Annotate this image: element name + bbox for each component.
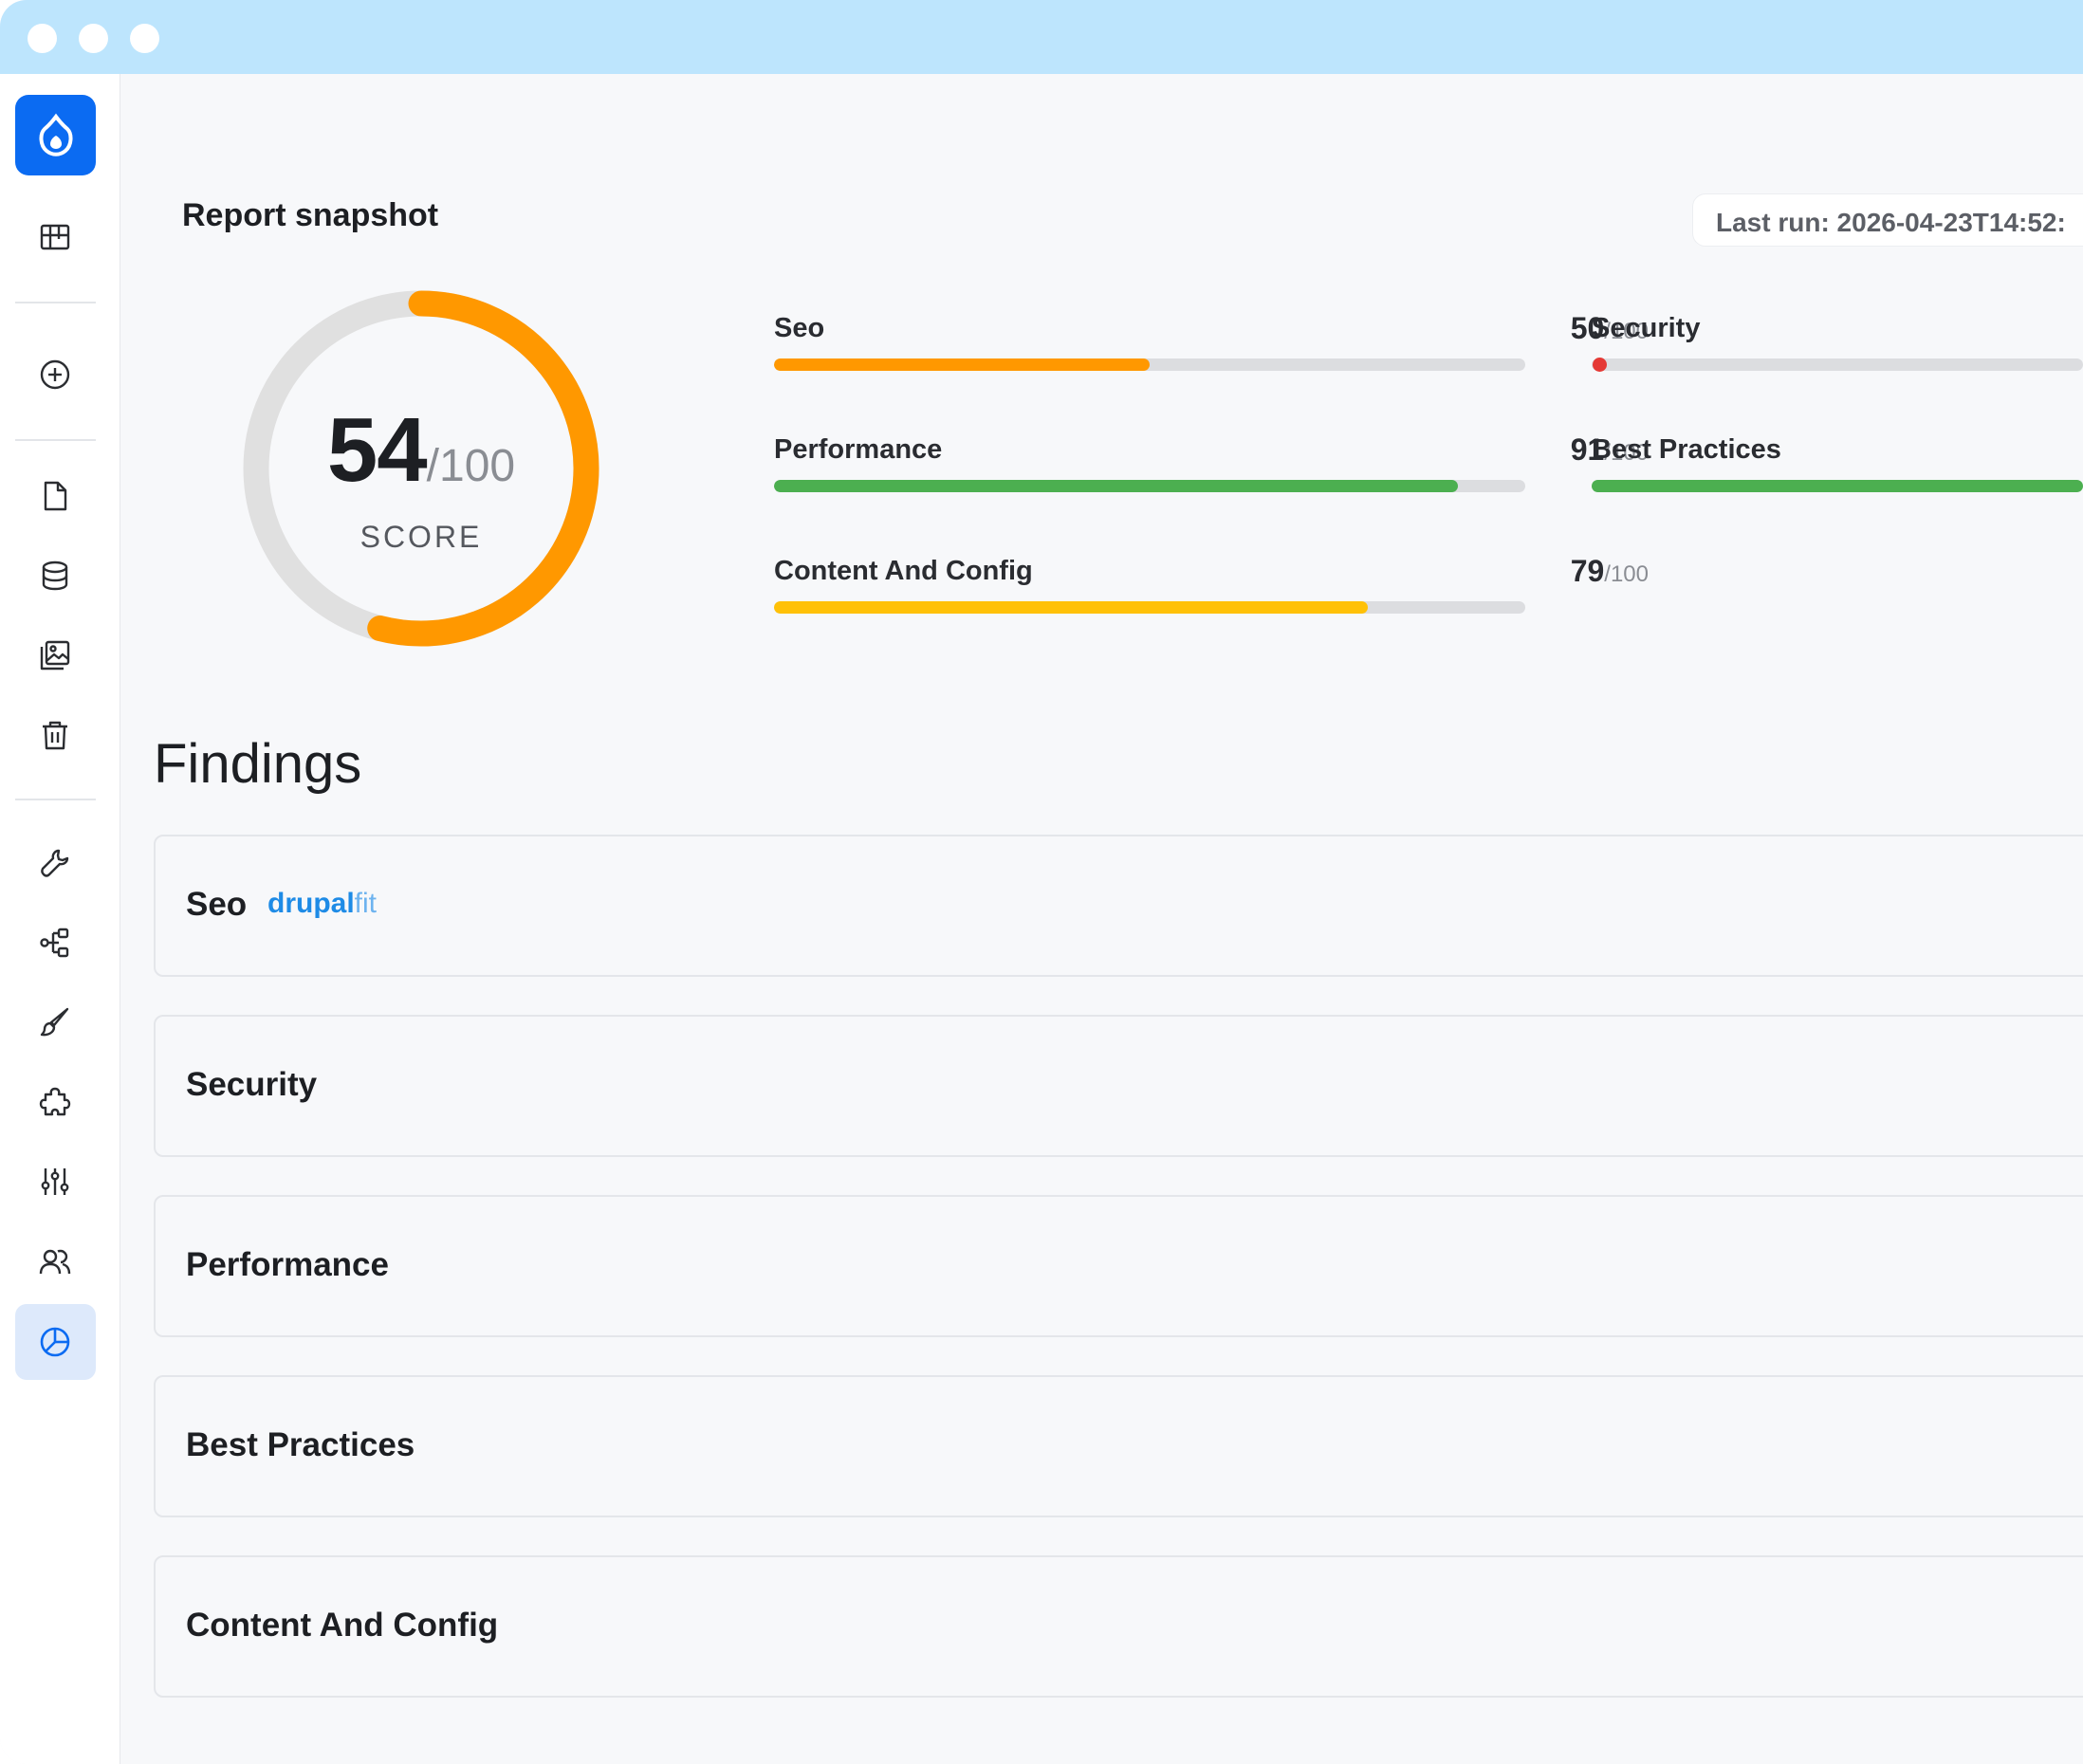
sidebar-divider: [15, 439, 96, 441]
score-label: SCORE: [359, 520, 483, 554]
metric-score-max: /100: [1604, 440, 1649, 466]
add-circle-icon[interactable]: [36, 356, 74, 394]
overall-score-max: /100: [426, 441, 516, 491]
window-minimize-button[interactable]: [79, 24, 108, 53]
drupalfit-tag-secondary: fit: [354, 888, 378, 919]
drupalfit-tag: drupalfit: [267, 888, 377, 920]
metric-score-content-and-config: 79/100: [1383, 554, 1649, 589]
metric-score-value: 91: [1570, 432, 1605, 467]
users-icon[interactable]: [36, 1242, 74, 1280]
findings-heading: Findings: [154, 733, 362, 795]
structure-icon[interactable]: [36, 924, 74, 962]
finding-card-security[interactable]: Security: [154, 1015, 2083, 1157]
finding-label: Security: [186, 1066, 318, 1103]
metric-score-max: /100: [1604, 561, 1649, 587]
drupal-logo-icon[interactable]: [15, 95, 96, 175]
metric-bar-fill-security: [1593, 358, 1607, 372]
metric-label-content-and-config: Content And Config: [774, 556, 1033, 586]
metric-score-value: 50: [1570, 311, 1605, 345]
brush-icon[interactable]: [36, 1003, 74, 1041]
finding-card-seo[interactable]: Seo drupalfit: [154, 835, 2083, 977]
metric-bar-content-and-config: [774, 601, 1525, 614]
metric-label-best-practices: Best Practices: [1592, 434, 1781, 465]
last-run-badge: Last run: 2026-04-23T14:52:: [1692, 193, 2083, 247]
finding-label: Content And Config: [186, 1607, 499, 1644]
puzzle-icon[interactable]: [36, 1083, 74, 1121]
metric-bar-fill: [774, 601, 1368, 614]
main-content: Report snapshot Last run: 2026-04-23T14:…: [121, 74, 2083, 1764]
metric-score-value: 79: [1570, 554, 1605, 588]
window-close-button[interactable]: [28, 24, 57, 53]
trash-icon[interactable]: [36, 716, 74, 754]
window-maximize-button[interactable]: [130, 24, 159, 53]
overall-score: 54/100: [241, 398, 601, 503]
reports-pie-icon[interactable]: [36, 1323, 74, 1361]
document-icon[interactable]: [36, 477, 74, 515]
finding-card-content-and-config[interactable]: Content And Config: [154, 1555, 2083, 1698]
page-title: Report snapshot: [182, 197, 439, 233]
wrench-icon[interactable]: [36, 844, 74, 882]
metric-score-performance: 91/100: [1383, 432, 1649, 468]
overall-score-value: 54: [326, 399, 428, 501]
metric-bar-fill: [774, 480, 1458, 492]
grid-icon[interactable]: [36, 218, 74, 256]
sliders-icon[interactable]: [36, 1163, 74, 1201]
sidebar: [0, 74, 120, 1764]
score-gauge: [243, 290, 599, 647]
metric-bar-security: [1592, 358, 2083, 371]
gauge-progress-arc: [367, 290, 599, 647]
finding-card-best-practices[interactable]: Best Practices: [154, 1375, 2083, 1517]
sidebar-divider: [15, 302, 96, 303]
finding-card-performance[interactable]: Performance: [154, 1195, 2083, 1337]
metric-bar-fill: [774, 358, 1150, 371]
finding-label: Performance: [186, 1246, 389, 1283]
metric-bar-best-practices: [1592, 480, 2083, 492]
metric-bar-performance: [774, 480, 1525, 492]
metric-score-max: /100: [1604, 319, 1649, 344]
metric-score-seo: 50/100: [1383, 311, 1649, 346]
metric-bar-seo: [774, 358, 1525, 371]
metric-label-seo: Seo: [774, 313, 825, 343]
title-bar: [0, 0, 2083, 74]
finding-label: Best Practices: [186, 1426, 415, 1463]
metric-label-security: Security: [1592, 313, 1701, 343]
finding-label: Seo: [186, 886, 248, 923]
sidebar-divider: [15, 799, 96, 800]
metric-label-performance: Performance: [774, 434, 943, 465]
drupalfit-tag-primary: drupal: [267, 888, 355, 919]
image-gallery-icon[interactable]: [36, 636, 74, 674]
database-icon[interactable]: [36, 557, 74, 595]
